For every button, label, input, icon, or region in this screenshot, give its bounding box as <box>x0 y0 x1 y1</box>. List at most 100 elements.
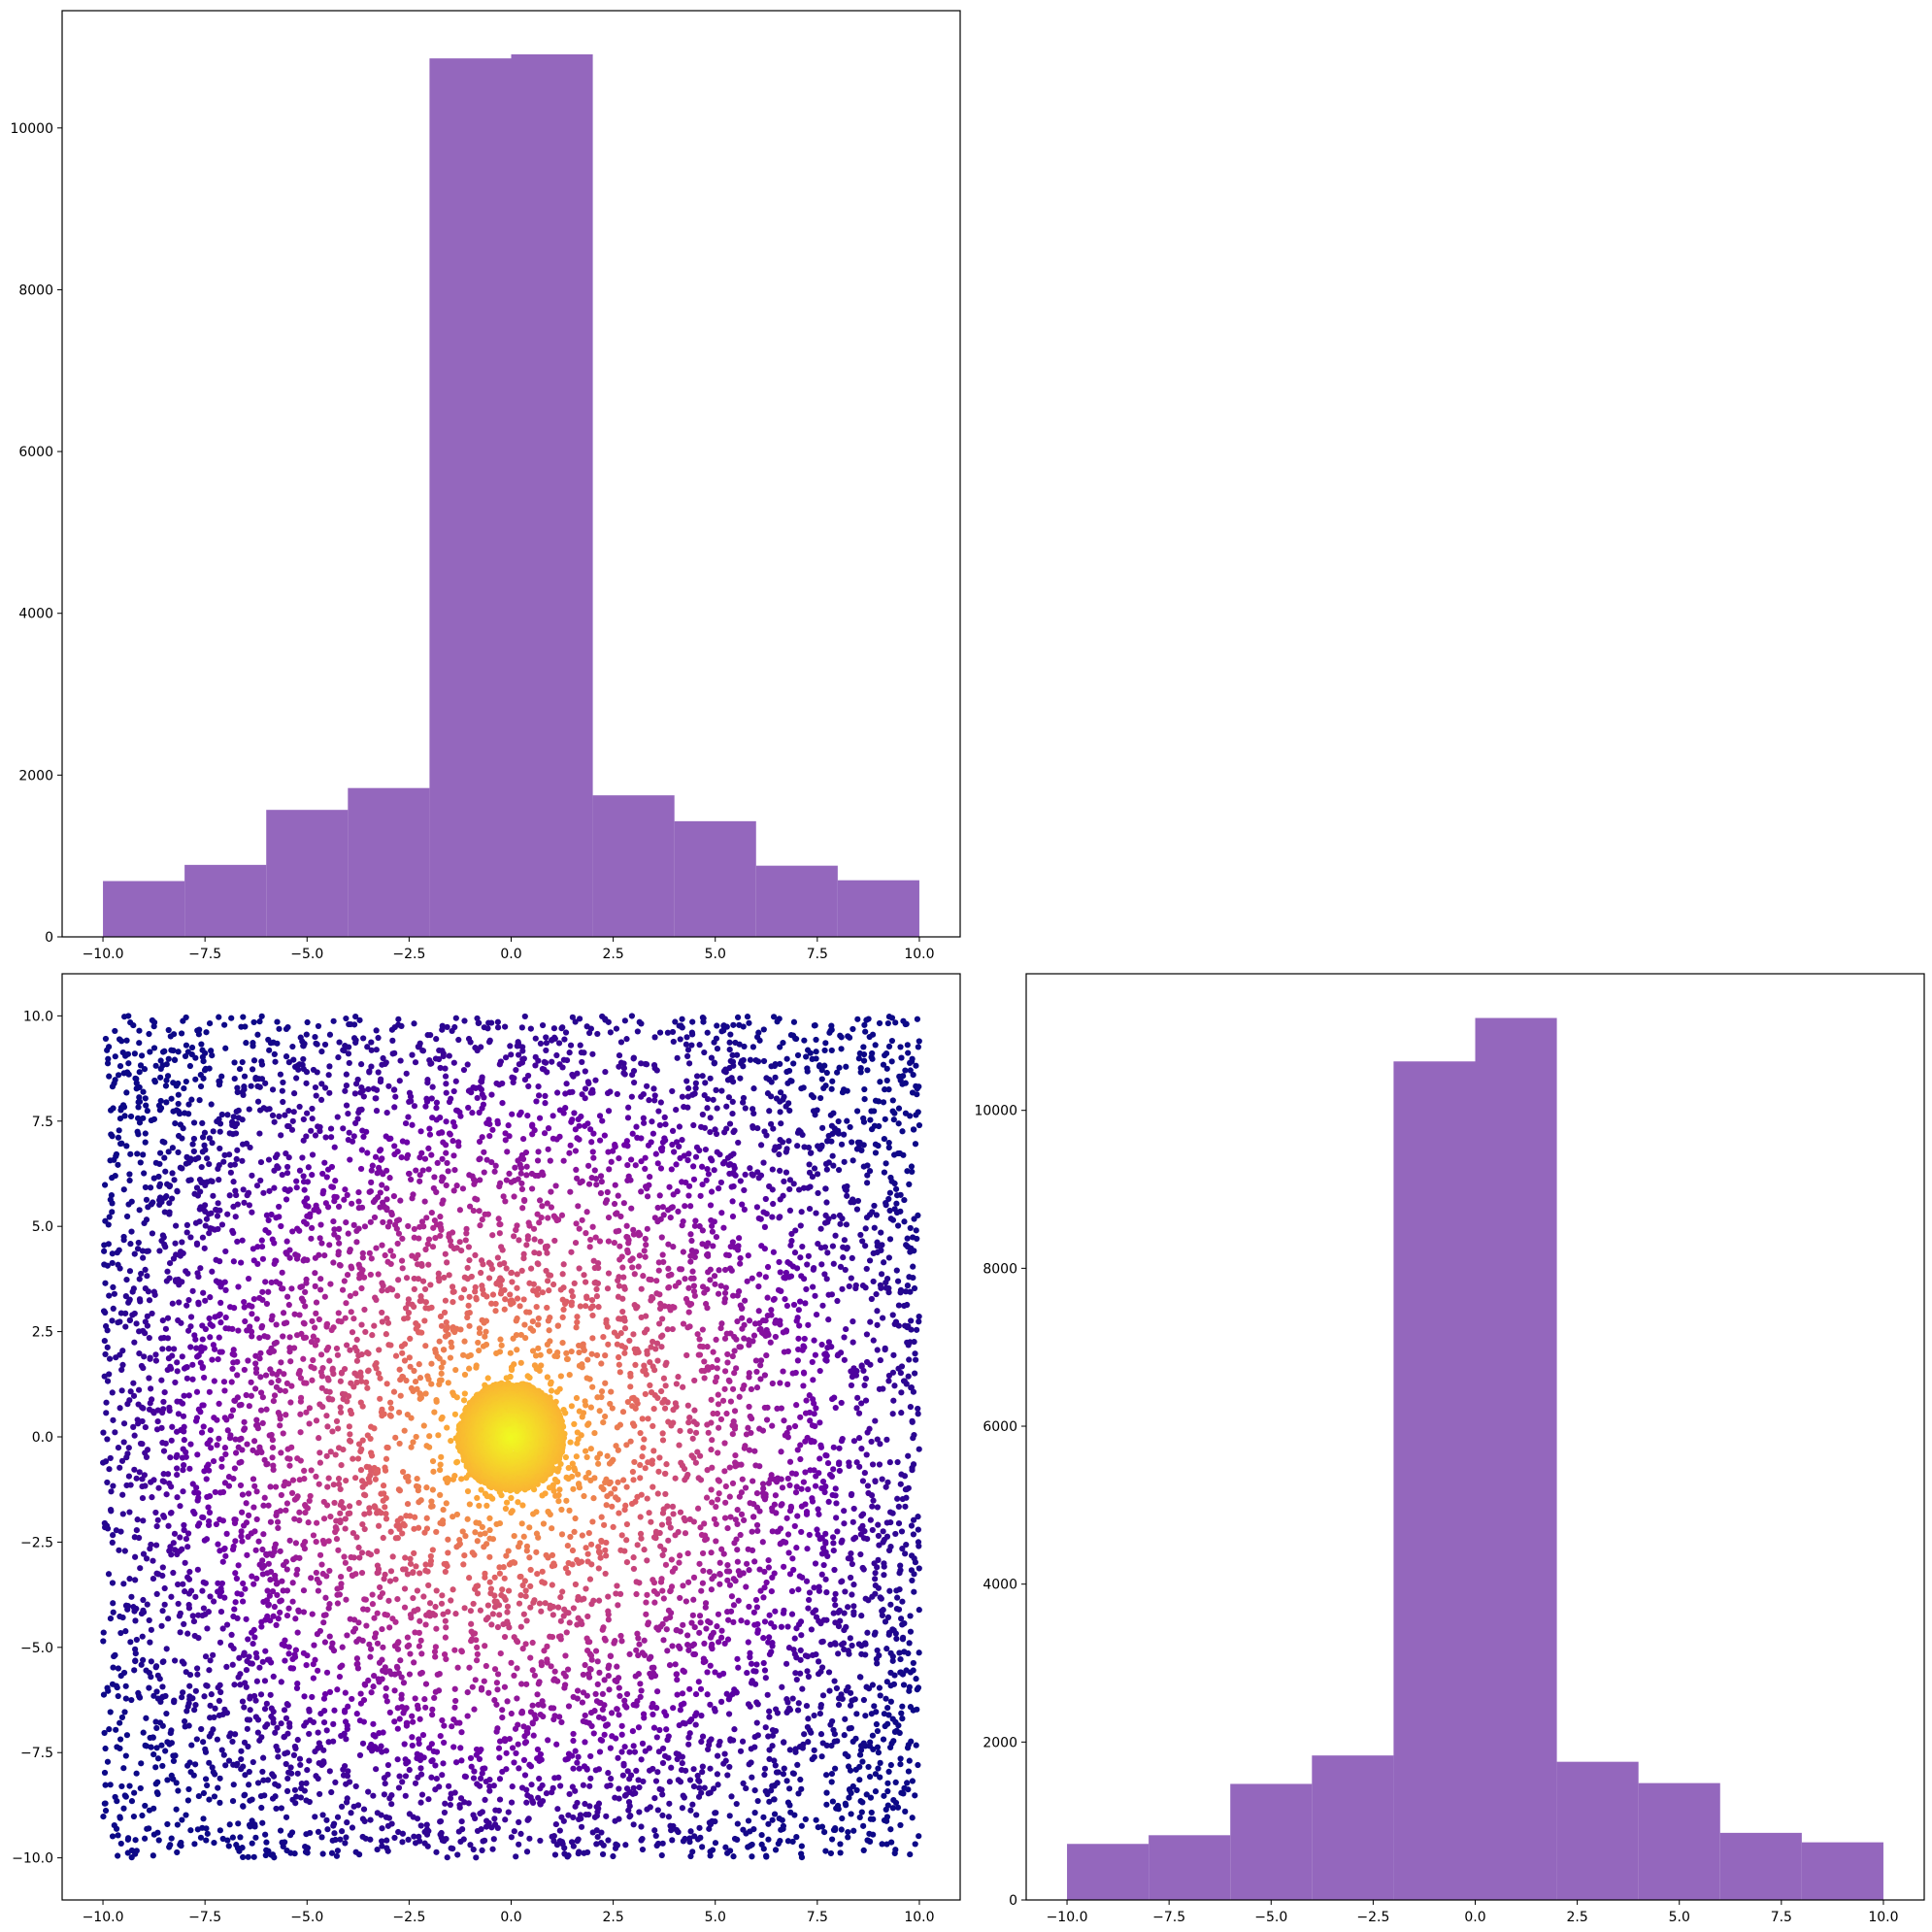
bottom-left-scatter-point <box>750 1609 757 1616</box>
bottom-left-scatter-point <box>414 1750 420 1757</box>
bottom-left-scatter-point <box>253 1183 261 1189</box>
bottom-left-scatter-point <box>429 1706 436 1713</box>
bottom-left-scatter-point <box>597 1736 604 1744</box>
bottom-left-scatter-point <box>882 1346 888 1353</box>
bottom-left-scatter-point <box>429 1756 436 1764</box>
bottom-left-scatter-point <box>532 1035 539 1042</box>
bottom-left-scatter-point <box>619 1772 626 1779</box>
bottom-left-scatter-point <box>753 1719 760 1726</box>
bottom-left-scatter-point <box>249 1311 255 1317</box>
bottom-left-scatter-point <box>876 1019 883 1027</box>
bottom-left-scatter-point <box>838 1539 845 1546</box>
bottom-left-scatter-point <box>159 1608 166 1615</box>
bottom-left-scatter-point <box>674 1691 681 1698</box>
bottom-left-scatter-point <box>882 1086 888 1093</box>
bottom-left-scatter-point <box>709 1641 716 1648</box>
bottom-left-scatter-point <box>217 1319 224 1326</box>
bottom-left-scatter-point <box>816 1710 823 1717</box>
bottom-left-scatter-point <box>486 1776 493 1783</box>
bottom-left-scatter-point <box>913 1227 919 1234</box>
bottom-left-scatter-point <box>862 1375 870 1382</box>
bottom-left-scatter-point <box>259 1819 266 1826</box>
bottom-left-scatter-point <box>242 1585 249 1592</box>
bottom-left-scatter-point <box>791 1422 799 1430</box>
bottom-left-scatter-point <box>777 1060 783 1067</box>
bottom-left-scatter-point <box>381 1791 387 1798</box>
bottom-left-scatter-point <box>777 1098 783 1105</box>
bottom-left-scatter-point <box>280 1098 286 1106</box>
bottom-left-scatter-point <box>270 1613 277 1619</box>
bottom-left-scatter-point <box>252 1649 259 1657</box>
bottom-left-scatter-point <box>241 1418 248 1425</box>
bottom-left-scatter-point <box>222 1552 229 1559</box>
bottom-left-scatter-point <box>493 1701 500 1708</box>
bottom-left-scatter-point <box>456 1802 463 1809</box>
bottom-left-scatter-point <box>889 1805 896 1812</box>
bottom-left-scatter-point <box>179 1353 185 1360</box>
bottom-left-scatter-point <box>334 1114 341 1120</box>
bottom-left-scatter-point <box>726 1848 734 1854</box>
bottom-left-scatter-point <box>168 1740 175 1747</box>
bottom-left-scatter-point <box>852 1284 859 1292</box>
bottom-left-scatter-point <box>439 1129 446 1136</box>
bottom-left-scatter-point <box>679 1759 685 1767</box>
bottom-left-scatter-point <box>229 1661 236 1668</box>
bottom-left-scatter-point <box>812 1560 819 1567</box>
bottom-left-scatter-point <box>195 1301 202 1308</box>
bottom-left-scatter-point <box>109 1317 116 1324</box>
bottom-left-scatter-point <box>845 1763 852 1770</box>
bottom-left-scatter-point <box>844 1117 850 1124</box>
bottom-left-scatter-point <box>387 1135 394 1142</box>
bottom-left-scatter-point <box>168 1835 175 1842</box>
bottom-left-scatter-point <box>175 1149 182 1156</box>
bottom-left-scatter-point <box>799 1685 806 1692</box>
bottom-left-scatter-point <box>855 1055 862 1062</box>
bottom-left-scatter-point <box>349 1200 355 1207</box>
bottom-left-scatter-point <box>259 1546 266 1553</box>
bottom-left-scatter-point <box>222 1762 229 1769</box>
bottom-left-scatter-point <box>167 1454 174 1461</box>
bottom-left-scatter-point <box>606 1166 613 1173</box>
bottom-left-scatter-point <box>373 1108 381 1115</box>
bottom-left-scatter-point <box>231 1682 238 1688</box>
bottom-left-scatter-point <box>217 1299 224 1307</box>
bottom-left-scatter-point <box>827 1849 834 1857</box>
bottom-left-scatter-point <box>626 1749 633 1755</box>
bottom-left-scatter-point <box>806 1205 814 1213</box>
bottom-left-scatter-point <box>832 1590 839 1597</box>
bottom-left-scatter-point <box>756 1271 763 1278</box>
bottom-left-scatter-point <box>204 1782 211 1789</box>
bottom-left-scatter-point <box>313 1092 319 1099</box>
bottom-left-scatter-point <box>701 1784 708 1791</box>
bottom-left-scatter-point <box>831 1678 838 1684</box>
bottom-left-scatter-point <box>478 1825 484 1833</box>
bottom-left-scatter-point <box>457 1113 464 1119</box>
bottom-left-scatter-point <box>189 1141 196 1148</box>
bottom-left-scatter-point <box>140 1550 148 1557</box>
bottom-left-scatter-point <box>674 1677 681 1683</box>
bottom-left-scatter-point <box>847 1702 854 1709</box>
bottom-left-scatter-point <box>133 1848 140 1854</box>
bottom-left-scatter-point <box>894 1278 902 1284</box>
bottom-left-scatter-point <box>650 1130 657 1137</box>
bottom-left-scatter-point <box>344 1795 350 1802</box>
bottom-left-scatter-point <box>289 1117 296 1124</box>
bottom-left-scatter-point <box>838 1826 845 1833</box>
bottom-left-scatter-point <box>174 1849 181 1856</box>
bottom-left-scatter-point <box>883 1679 890 1685</box>
bottom-left-scatter-point <box>208 1445 215 1451</box>
bottom-left-scatter-point <box>353 1655 361 1662</box>
bottom-left-scatter-point <box>673 1826 681 1834</box>
bottom-left-scatter-point <box>384 1761 392 1769</box>
bottom-left-scatter-point <box>142 1802 149 1810</box>
bottom-left-scatter-point <box>109 1133 116 1140</box>
bottom-left-scatter-point <box>328 1788 335 1796</box>
bottom-left-scatter-point <box>809 1358 816 1366</box>
bottom-left-scatter-point <box>450 1087 457 1095</box>
bottom-left-scatter-point <box>910 1435 916 1442</box>
bottom-left-scatter-point <box>217 1585 224 1592</box>
bottom-left-scatter-point <box>777 1136 783 1144</box>
bottom-left-scatter-point <box>265 1216 272 1224</box>
bottom-left-scatter-point <box>783 1515 790 1521</box>
bottom-left-scatter-point <box>755 1283 762 1290</box>
